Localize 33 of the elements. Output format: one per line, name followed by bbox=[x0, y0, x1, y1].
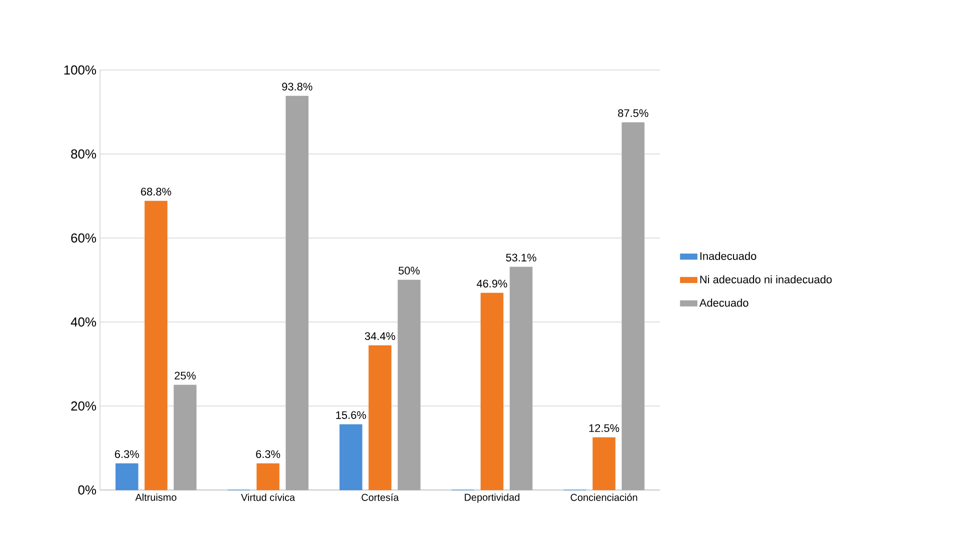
data-label: 6.3% bbox=[114, 450, 139, 458]
data-label: 15.6% bbox=[336, 411, 366, 419]
bar bbox=[368, 345, 392, 490]
y-tick-label: 80% bbox=[71, 149, 96, 159]
y-tick-label: 0% bbox=[78, 485, 96, 495]
x-tick-label: Deportividad bbox=[464, 494, 520, 503]
bar bbox=[115, 463, 138, 490]
data-label: 25% bbox=[174, 372, 196, 380]
x-tick-label: Altruismo bbox=[135, 494, 176, 501]
data-label: 50% bbox=[398, 266, 420, 274]
y-tick-label: 40% bbox=[70, 317, 96, 327]
x-tick-label: Virtud cívica bbox=[241, 494, 296, 501]
bar bbox=[339, 424, 362, 490]
bar bbox=[592, 437, 616, 490]
data-label: 6.3% bbox=[256, 450, 280, 458]
data-label: 46.9% bbox=[476, 280, 508, 288]
data-label: 34.4% bbox=[364, 332, 396, 340]
x-tick-label: Concienciación bbox=[570, 494, 638, 501]
legend-label: Ni adecuado ni inadecuado bbox=[700, 275, 832, 284]
y-tick-label: 60% bbox=[71, 233, 96, 243]
bar bbox=[256, 463, 280, 490]
data-label: 68.8% bbox=[141, 188, 172, 196]
y-tick-label: 20% bbox=[71, 401, 96, 411]
data-label: 12.5% bbox=[589, 424, 620, 432]
data-label: 53.1% bbox=[506, 254, 536, 262]
bar bbox=[144, 200, 168, 490]
data-label: 87.5% bbox=[618, 109, 648, 117]
data-label: 93.8% bbox=[282, 82, 312, 91]
legend-label: Adecuado bbox=[699, 298, 748, 307]
y-tick-label: 100% bbox=[64, 65, 96, 75]
bar bbox=[480, 292, 504, 490]
x-tick-label: Cortesía bbox=[362, 494, 399, 501]
legend-label: Inadecuado bbox=[700, 252, 756, 260]
